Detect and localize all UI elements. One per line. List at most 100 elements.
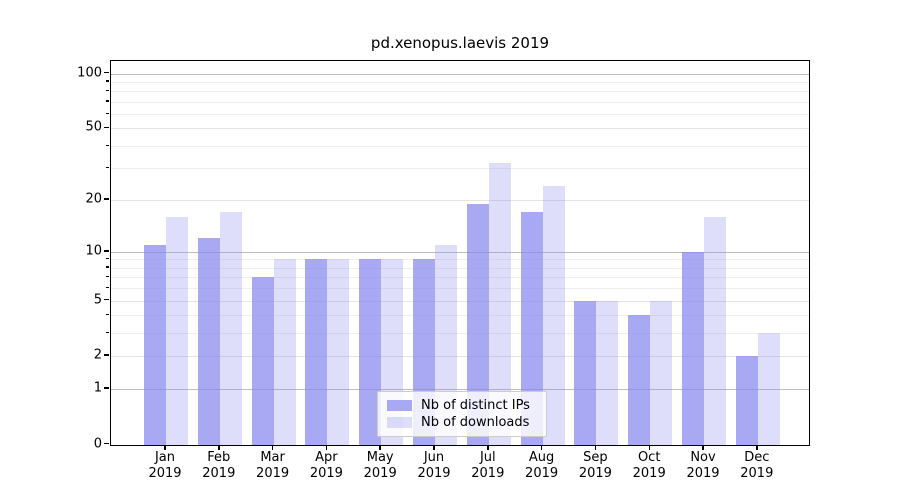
- y-minor-gridline: [111, 81, 809, 83]
- bar-distinct-ips: [359, 259, 382, 445]
- legend-label: Nb of downloads: [421, 415, 530, 430]
- y-tick-label: 2: [93, 347, 102, 363]
- y-gridline: [111, 128, 809, 130]
- y-gridline: [111, 73, 809, 75]
- y-minor-gridline: [111, 315, 809, 317]
- y-minor-gridline: [111, 114, 809, 115]
- bar-distinct-ips: [682, 251, 704, 445]
- bar-downloads: [219, 212, 242, 445]
- y-tick-label: 0: [93, 436, 102, 451]
- y-minor-gridline: [111, 277, 809, 279]
- y-minor-tick: [105, 286, 109, 289]
- x-tick-label: Apr 2019: [309, 450, 343, 481]
- x-tick-label: Dec 2019: [740, 450, 774, 481]
- y-tick: [103, 298, 109, 301]
- bar-downloads: [542, 185, 565, 445]
- x-tick: [218, 445, 220, 450]
- y-tick-label: 50: [85, 119, 102, 135]
- legend-item-distinct-ips: Nb of distinct IPs: [387, 397, 537, 414]
- y-minor-tick: [105, 266, 109, 268]
- y-minor-gridline: [111, 333, 809, 335]
- y-tick-label: 10: [85, 243, 102, 259]
- bar-downloads: [327, 259, 350, 445]
- bar-distinct-ips: [466, 203, 489, 445]
- legend-item-downloads: Nb of downloads: [387, 414, 537, 431]
- y-minor-tick: [105, 166, 109, 169]
- x-tick: [594, 445, 597, 450]
- y-minor-gridline: [111, 168, 809, 170]
- bar-distinct-ips: [574, 300, 597, 445]
- y-tick: [103, 442, 109, 445]
- legend-swatch-distinct-ips: [387, 400, 412, 411]
- y-tick: [103, 387, 109, 389]
- y-gridline: [111, 300, 809, 302]
- bar-distinct-ips: [305, 259, 328, 445]
- x-tick: [271, 445, 274, 450]
- y-minor-gridline: [111, 267, 809, 269]
- y-gridline: [111, 356, 809, 358]
- y-minor-gridline: [111, 146, 809, 147]
- bar-distinct-ips: [735, 356, 758, 445]
- y-tick: [103, 71, 109, 74]
- x-tick-label: Jun 2019: [417, 450, 451, 481]
- x-tick: [540, 445, 543, 450]
- x-tick-label: Oct 2019: [632, 450, 666, 481]
- y-minor-tick: [105, 100, 109, 102]
- bar-distinct-ips: [144, 244, 166, 445]
- bar-distinct-ips: [197, 238, 220, 445]
- x-tick-label: Feb 2019: [202, 450, 236, 481]
- x-tick: [648, 445, 650, 450]
- y-minor-tick: [105, 144, 109, 146]
- bar-downloads: [757, 333, 780, 445]
- bar-distinct-ips: [628, 315, 651, 445]
- y-gridline: [111, 251, 809, 253]
- y-minor-tick: [105, 112, 109, 114]
- y-minor-tick: [105, 80, 109, 82]
- y-tick: [103, 198, 109, 200]
- y-minor-tick: [105, 275, 109, 278]
- x-tick: [702, 445, 704, 450]
- y-minor-gridline: [111, 288, 809, 290]
- y-tick-label: 1: [93, 380, 102, 396]
- y-gridline: [111, 388, 809, 390]
- bar-downloads: [273, 259, 296, 445]
- y-tick-label: 20: [85, 191, 102, 207]
- x-tick-label: Jul 2019: [471, 450, 505, 481]
- bar-downloads: [704, 216, 726, 445]
- x-tick: [433, 445, 435, 450]
- x-tick: [487, 445, 489, 450]
- x-tick-label: May 2019: [363, 450, 397, 481]
- bar-downloads: [596, 300, 619, 445]
- legend: Nb of distinct IPs Nb of downloads: [377, 391, 547, 437]
- bar-distinct-ips: [251, 277, 274, 445]
- y-minor-gridline: [111, 101, 809, 103]
- bar-distinct-ips: [520, 212, 543, 445]
- y-tick-label: 5: [93, 292, 102, 307]
- x-tick-label: Nov 2019: [686, 450, 720, 481]
- y-minor-gridline: [111, 259, 809, 261]
- x-tick-label: Mar 2019: [256, 450, 290, 481]
- y-tick: [103, 126, 109, 129]
- y-tick-label: 100: [77, 65, 102, 80]
- x-tick: [756, 445, 758, 450]
- x-tick-label: Jan 2019: [148, 450, 182, 481]
- y-minor-tick: [105, 313, 109, 316]
- plot-area: [110, 59, 810, 446]
- x-tick: [325, 445, 328, 450]
- y-minor-gridline: [111, 91, 809, 93]
- bar-downloads: [650, 300, 673, 445]
- legend-swatch-downloads: [387, 417, 412, 428]
- x-tick-label: Sep 2019: [578, 450, 612, 481]
- x-tick: [164, 445, 166, 450]
- y-minor-tick: [105, 257, 109, 260]
- y-gridline: [111, 199, 809, 201]
- x-tick: [379, 445, 381, 450]
- y-minor-tick: [105, 89, 109, 92]
- bar-downloads: [488, 163, 511, 445]
- bar-downloads: [166, 216, 188, 445]
- y-minor-tick: [105, 331, 109, 334]
- y-tick: [103, 354, 109, 356]
- chart-title: pd.xenopus.laevis 2019: [370, 34, 550, 52]
- x-tick-label: Aug 2019: [525, 450, 559, 481]
